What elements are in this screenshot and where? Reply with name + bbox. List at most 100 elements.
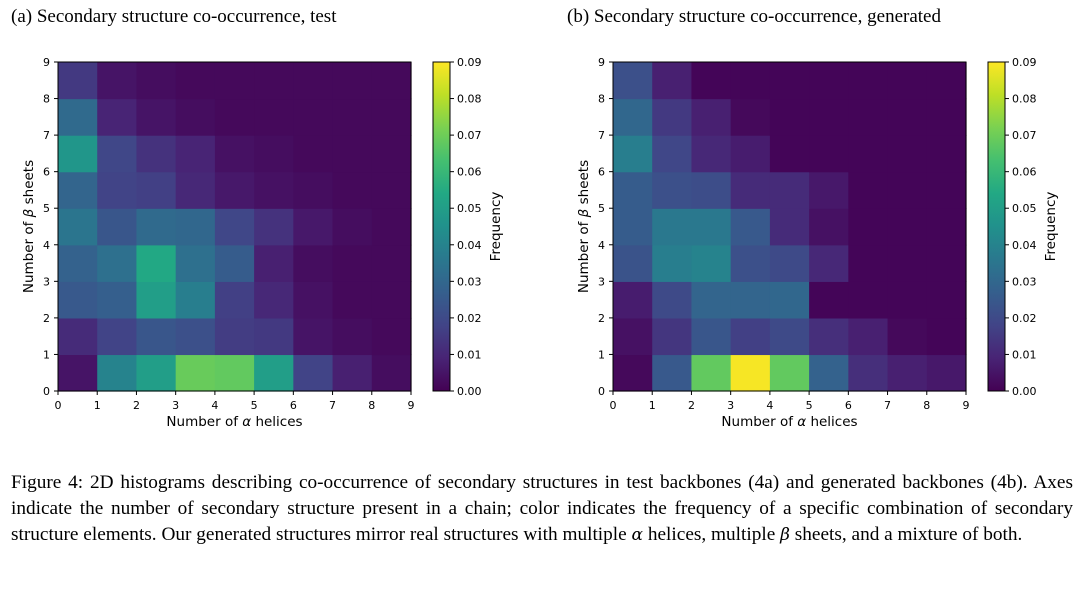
heatmap-cell: [887, 208, 928, 246]
heatmap-cell: [848, 354, 889, 392]
heatmap-cell: [293, 317, 334, 356]
heatmap-cell: [175, 317, 216, 356]
heatmap-cell: [371, 317, 412, 356]
heatmap-cell: [848, 244, 889, 282]
heatmap-cell: [371, 208, 412, 246]
heatmap-cell: [926, 98, 967, 136]
plot-frame: [57, 61, 412, 392]
heatmap-cell: [254, 317, 294, 356]
heatmap-cell: [809, 208, 849, 246]
heatmap-cell: [613, 244, 653, 282]
heatmap-cell: [730, 62, 771, 100]
heatmap-cell: [730, 317, 771, 356]
y-tick-label: 6: [598, 166, 605, 179]
y-tick-label: 0: [43, 385, 50, 398]
heatmap-cell: [293, 208, 334, 246]
heatmap-cell: [332, 281, 373, 319]
colorbar-tick-label: 0.02: [457, 312, 482, 325]
colorbar-tick-label: 0.05: [1012, 202, 1037, 215]
heatmap-cell: [332, 171, 373, 209]
heatmap-cell: [887, 281, 928, 319]
heatmap-cell: [332, 135, 373, 173]
colorbar: [432, 61, 451, 392]
heatmap-cell: [887, 98, 928, 136]
colorbar-tick-label: 0.02: [1012, 312, 1037, 325]
heatmap-cell: [214, 62, 255, 100]
heatmap-cell: [136, 208, 177, 246]
x-tick-label: 8: [368, 399, 375, 412]
heatmap-cell: [293, 354, 334, 392]
heatmap-cell: [769, 171, 810, 209]
heatmap-cell: [175, 208, 216, 246]
heatmap-cell: [136, 317, 177, 356]
heatmap-cell: [136, 98, 177, 136]
heatmap-cell: [136, 354, 177, 392]
heatmap-cell: [254, 135, 294, 173]
heatmap-cell: [97, 62, 138, 100]
heatmap-cell: [848, 135, 889, 173]
x-tick-label: 2: [133, 399, 140, 412]
heatmap-cell: [371, 244, 412, 282]
heatmap-cell: [691, 281, 732, 319]
y-tick-label: 7: [598, 129, 605, 142]
heatmap-cell: [652, 135, 693, 173]
heatmap-cell: [887, 171, 928, 209]
x-tick-label: 8: [923, 399, 930, 412]
x-tick-label: 3: [727, 399, 734, 412]
heatmap-cell: [652, 281, 693, 319]
heatmap-cell: [652, 171, 693, 209]
colorbar-tick-label: 0.07: [1012, 129, 1037, 142]
heatmap-cell: [769, 98, 810, 136]
heatmap-cell: [730, 208, 771, 246]
heatmap-cell: [136, 171, 177, 209]
heatmap-cell: [613, 281, 653, 319]
y-tick-label: 1: [598, 348, 605, 361]
heatmap-cell: [254, 354, 294, 392]
x-axis-label: Number of α helices: [166, 414, 302, 430]
heatmap-cell: [809, 354, 849, 392]
y-axis-label: Number of β sheets: [21, 160, 37, 293]
heatmap-cell: [293, 244, 334, 282]
heatmap-cell: [652, 317, 693, 356]
heatmap-cell: [848, 281, 889, 319]
x-tick-label: 5: [251, 399, 258, 412]
y-tick-label: 9: [43, 56, 50, 69]
heatmap-cell: [136, 135, 177, 173]
y-tick-label: 3: [598, 275, 605, 288]
heatmap-cell: [371, 98, 412, 136]
heatmap-cell: [97, 135, 138, 173]
heatmap-cell: [613, 98, 653, 136]
heatmap-cell: [254, 62, 294, 100]
colorbar-label: Frequency: [488, 192, 504, 262]
x-tick-label: 0: [610, 399, 617, 412]
heatmap-cell: [58, 62, 98, 100]
heatmap-cell: [58, 171, 98, 209]
x-tick-label: 4: [766, 399, 773, 412]
heatmap-cell: [809, 244, 849, 282]
figure-caption: Figure 4: 2D histograms describing co-oc…: [11, 470, 1073, 548]
heatmap-b: 0 1 2 3 4 5 6 7 8 9 0 1 2 3 4 5 6 7 8 9 Number of α helices N…: [576, 56, 1059, 430]
y-tick-label: 1: [43, 348, 50, 361]
heatmap-cell: [58, 244, 98, 282]
y-tick-label: 3: [43, 275, 50, 288]
heatmap-cell: [293, 171, 334, 209]
heatmap-cell: [652, 208, 693, 246]
y-axis-label: Number of β sheets: [576, 160, 592, 293]
heatmap-cell: [254, 281, 294, 319]
heatmap-cell: [613, 62, 653, 100]
heatmap-cell: [691, 135, 732, 173]
heatmap-cell: [332, 98, 373, 136]
heatmap-cell: [887, 354, 928, 392]
heatmap-cell: [371, 281, 412, 319]
caption-text-2: helices, multiple: [643, 524, 781, 545]
heatmap-cell: [691, 208, 732, 246]
heatmap-cell: [809, 135, 849, 173]
heatmap-cell: [254, 98, 294, 136]
colorbar-tick-label: 0.04: [457, 239, 482, 252]
heatmap-cell: [175, 354, 216, 392]
heatmap-cell: [730, 281, 771, 319]
heatmap-a: 0 1 2 3 4 5 6 7 8 9 0 1 2 3 4 5 6 7 8 9 Number of α helices N…: [21, 56, 504, 430]
colorbar-tick-label: 0.06: [457, 166, 482, 179]
heatmap-cell: [97, 317, 138, 356]
heatmap-cell: [371, 171, 412, 209]
